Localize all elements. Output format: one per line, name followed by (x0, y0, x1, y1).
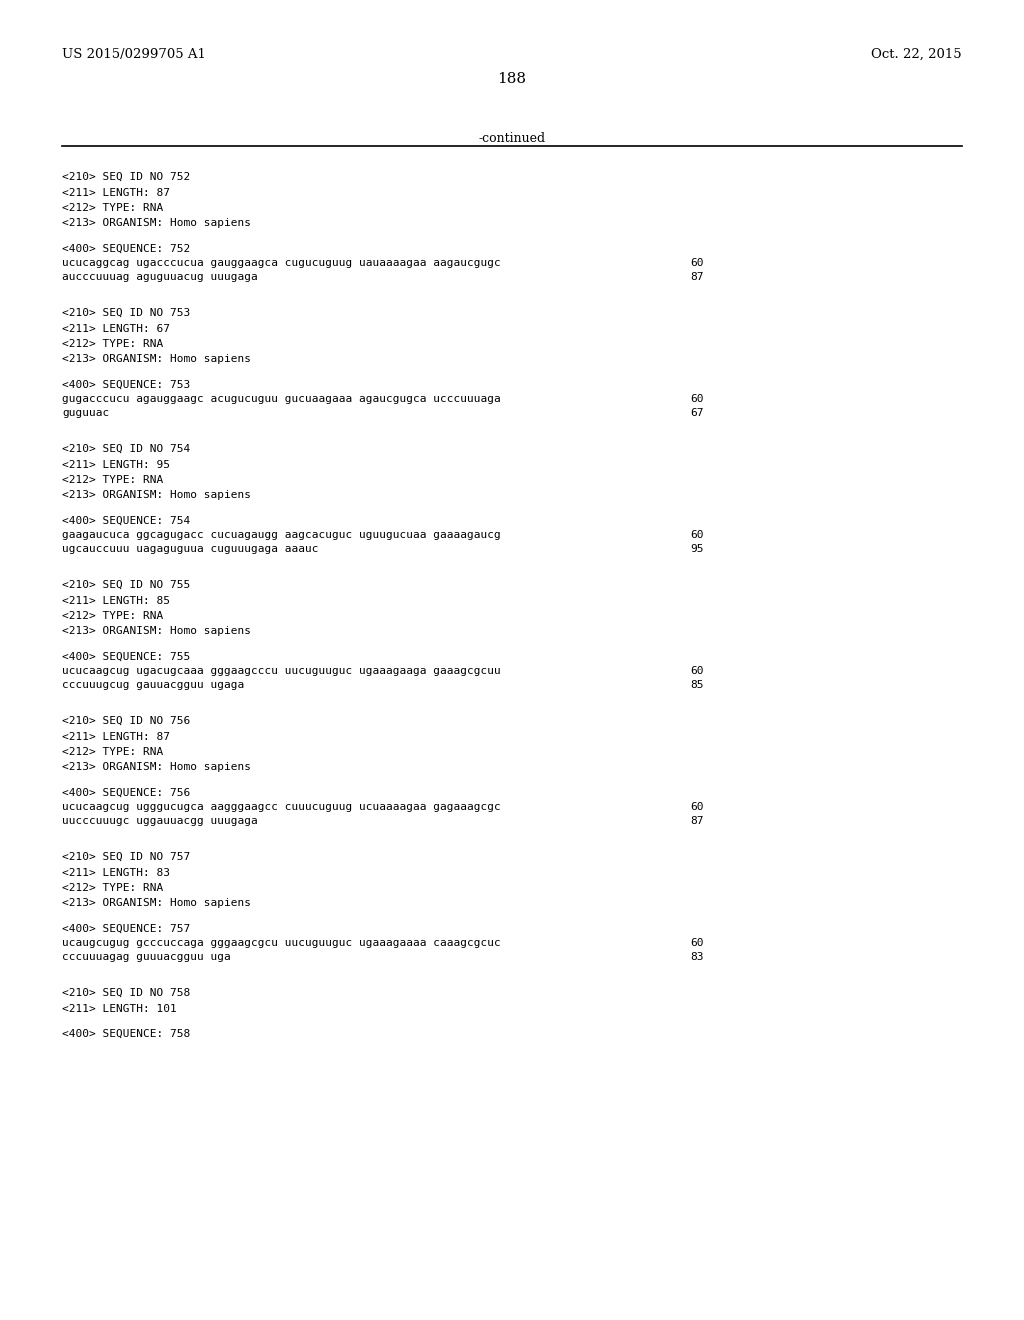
Text: <211> LENGTH: 83: <211> LENGTH: 83 (62, 867, 170, 878)
Text: <212> TYPE: RNA: <212> TYPE: RNA (62, 203, 163, 213)
Text: <213> ORGANISM: Homo sapiens: <213> ORGANISM: Homo sapiens (62, 355, 251, 364)
Text: 188: 188 (498, 73, 526, 86)
Text: <400> SEQUENCE: 757: <400> SEQUENCE: 757 (62, 924, 190, 935)
Text: 87: 87 (690, 816, 703, 826)
Text: guguuac: guguuac (62, 408, 110, 418)
Text: <400> SEQUENCE: 755: <400> SEQUENCE: 755 (62, 652, 190, 663)
Text: <400> SEQUENCE: 753: <400> SEQUENCE: 753 (62, 380, 190, 389)
Text: aucccuuuag aguguuacug uuugaga: aucccuuuag aguguuacug uuugaga (62, 272, 258, 282)
Text: <211> LENGTH: 101: <211> LENGTH: 101 (62, 1003, 177, 1014)
Text: 60: 60 (690, 531, 703, 540)
Text: 60: 60 (690, 939, 703, 948)
Text: 67: 67 (690, 408, 703, 418)
Text: <211> LENGTH: 95: <211> LENGTH: 95 (62, 459, 170, 470)
Text: <400> SEQUENCE: 754: <400> SEQUENCE: 754 (62, 516, 190, 525)
Text: <213> ORGANISM: Homo sapiens: <213> ORGANISM: Homo sapiens (62, 219, 251, 228)
Text: <212> TYPE: RNA: <212> TYPE: RNA (62, 747, 163, 756)
Text: ugcauccuuu uagaguguua cuguuugaga aaauc: ugcauccuuu uagaguguua cuguuugaga aaauc (62, 544, 318, 554)
Text: ucucaggcag ugacccucua gauggaagca cugucuguug uauaaaagaa aagaucgugc: ucucaggcag ugacccucua gauggaagca cugucug… (62, 257, 501, 268)
Text: <210> SEQ ID NO 752: <210> SEQ ID NO 752 (62, 172, 190, 182)
Text: <210> SEQ ID NO 755: <210> SEQ ID NO 755 (62, 579, 190, 590)
Text: <213> ORGANISM: Homo sapiens: <213> ORGANISM: Homo sapiens (62, 763, 251, 772)
Text: -continued: -continued (478, 132, 546, 145)
Text: <210> SEQ ID NO 756: <210> SEQ ID NO 756 (62, 715, 190, 726)
Text: 87: 87 (690, 272, 703, 282)
Text: 85: 85 (690, 680, 703, 690)
Text: <400> SEQUENCE: 756: <400> SEQUENCE: 756 (62, 788, 190, 799)
Text: Oct. 22, 2015: Oct. 22, 2015 (871, 48, 962, 61)
Text: <213> ORGANISM: Homo sapiens: <213> ORGANISM: Homo sapiens (62, 491, 251, 500)
Text: gugacccucu agauggaagc acugucuguu gucuaagaaa agaucgugca ucccuuuaga: gugacccucu agauggaagc acugucuguu gucuaag… (62, 393, 501, 404)
Text: <213> ORGANISM: Homo sapiens: <213> ORGANISM: Homo sapiens (62, 899, 251, 908)
Text: cccuuugcug gauuacgguu ugaga: cccuuugcug gauuacgguu ugaga (62, 680, 245, 690)
Text: <400> SEQUENCE: 752: <400> SEQUENCE: 752 (62, 244, 190, 253)
Text: 95: 95 (690, 544, 703, 554)
Text: ucaugcugug gcccuccaga gggaagcgcu uucuguuguc ugaaagaaaa caaagcgcuc: ucaugcugug gcccuccaga gggaagcgcu uucuguu… (62, 939, 501, 948)
Text: uucccuuugc uggauuacgg uuugaga: uucccuuugc uggauuacgg uuugaga (62, 816, 258, 826)
Text: 60: 60 (690, 393, 703, 404)
Text: ucucaagcug ugggucugca aagggaagcc cuuucuguug ucuaaaagaa gagaaagcgc: ucucaagcug ugggucugca aagggaagcc cuuucug… (62, 803, 501, 812)
Text: <400> SEQUENCE: 758: <400> SEQUENCE: 758 (62, 1030, 190, 1039)
Text: <211> LENGTH: 85: <211> LENGTH: 85 (62, 595, 170, 606)
Text: <210> SEQ ID NO 757: <210> SEQ ID NO 757 (62, 851, 190, 862)
Text: 60: 60 (690, 257, 703, 268)
Text: <213> ORGANISM: Homo sapiens: <213> ORGANISM: Homo sapiens (62, 627, 251, 636)
Text: ucucaagcug ugacugcaaa gggaagcccu uucuguuguc ugaaagaaga gaaagcgcuu: ucucaagcug ugacugcaaa gggaagcccu uucuguu… (62, 667, 501, 676)
Text: <211> LENGTH: 87: <211> LENGTH: 87 (62, 187, 170, 198)
Text: <210> SEQ ID NO 754: <210> SEQ ID NO 754 (62, 444, 190, 454)
Text: cccuuuagag guuuacgguu uga: cccuuuagag guuuacgguu uga (62, 952, 230, 962)
Text: <212> TYPE: RNA: <212> TYPE: RNA (62, 475, 163, 484)
Text: <212> TYPE: RNA: <212> TYPE: RNA (62, 339, 163, 348)
Text: 83: 83 (690, 952, 703, 962)
Text: <211> LENGTH: 67: <211> LENGTH: 67 (62, 323, 170, 334)
Text: <212> TYPE: RNA: <212> TYPE: RNA (62, 611, 163, 620)
Text: 60: 60 (690, 803, 703, 812)
Text: <210> SEQ ID NO 758: <210> SEQ ID NO 758 (62, 987, 190, 998)
Text: gaagaucuca ggcagugacc cucuagaugg aagcacuguc uguugucuaa gaaaagaucg: gaagaucuca ggcagugacc cucuagaugg aagcacu… (62, 531, 501, 540)
Text: US 2015/0299705 A1: US 2015/0299705 A1 (62, 48, 206, 61)
Text: 60: 60 (690, 667, 703, 676)
Text: <212> TYPE: RNA: <212> TYPE: RNA (62, 883, 163, 894)
Text: <211> LENGTH: 87: <211> LENGTH: 87 (62, 731, 170, 742)
Text: <210> SEQ ID NO 753: <210> SEQ ID NO 753 (62, 308, 190, 318)
